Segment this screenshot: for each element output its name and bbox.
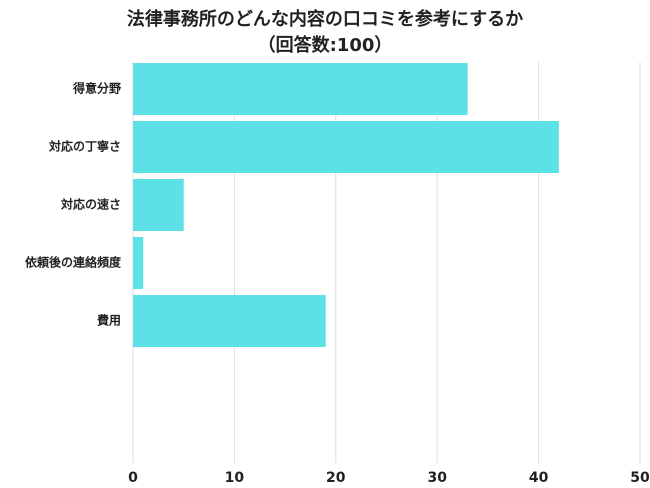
bar xyxy=(133,63,468,115)
bar xyxy=(133,179,184,231)
chart-title: 法律事務所のどんな内容の口コミを参考にするか xyxy=(127,8,523,30)
x-tick-label: 0 xyxy=(128,470,138,486)
x-tick-label: 50 xyxy=(630,470,650,486)
bar xyxy=(133,237,144,289)
x-tick-label: 10 xyxy=(225,470,245,486)
y-tick-label: 対応の速さ xyxy=(60,197,121,212)
bar xyxy=(133,295,326,347)
x-tick-label: 20 xyxy=(326,470,346,486)
x-tick-label: 30 xyxy=(427,470,447,486)
y-tick-label: 得意分野 xyxy=(72,81,121,96)
bar xyxy=(133,121,559,173)
y-tick-label: 対応の丁寧さ xyxy=(48,139,121,154)
x-tick-label: 40 xyxy=(529,470,549,486)
y-tick-label: 費用 xyxy=(97,313,121,328)
y-tick-label: 依頼後の連絡頻度 xyxy=(25,255,122,270)
chart-subtitle: （回答数:100） xyxy=(258,34,393,56)
